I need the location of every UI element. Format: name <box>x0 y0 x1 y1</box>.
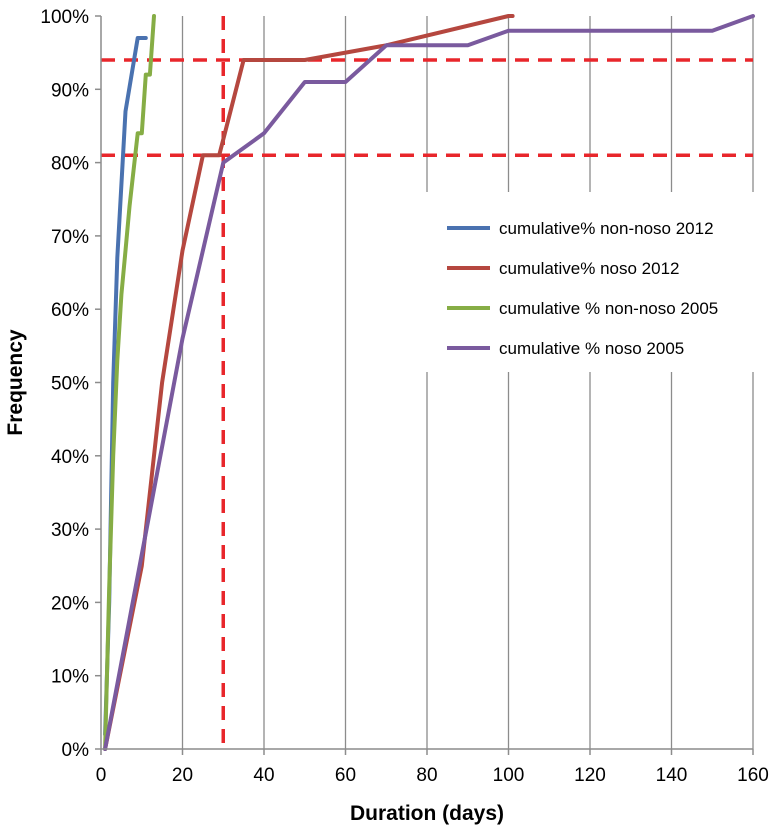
y-axis-title: Frequency <box>4 329 27 436</box>
y-tick-label-30: 30% <box>51 520 89 541</box>
series-line-1 <box>103 36 148 737</box>
y-tick-label-10: 10% <box>51 667 89 688</box>
legend-label-1: cumulative% non-noso 2012 <box>499 219 714 238</box>
x-tick-label-20: 20 <box>172 765 193 786</box>
y-tick-label-90: 90% <box>51 80 89 101</box>
y-tick-label-60: 60% <box>51 300 89 321</box>
series-line-4 <box>103 14 755 751</box>
legend-label-4: cumulative % noso 2005 <box>499 339 684 358</box>
legend-background <box>422 192 774 372</box>
x-tick-label-60: 60 <box>335 765 356 786</box>
x-tick-label-120: 120 <box>574 765 606 786</box>
gridlines <box>181 16 754 749</box>
series-line-2 <box>103 14 515 751</box>
y-tick-label-40: 40% <box>51 447 89 468</box>
legend-label-3: cumulative % non-noso 2005 <box>499 299 718 318</box>
series-line-3 <box>103 14 156 751</box>
legend-label-2: cumulative% noso 2012 <box>499 259 680 278</box>
x-tick-label-140: 140 <box>656 765 688 786</box>
axes: 0% 10% 20% 30% 40% 50% 60% 70% 80% 90% 100% 0 20 40 60… <box>40 7 768 786</box>
x-tick-label-0: 0 <box>96 765 107 786</box>
x-tick-label-80: 80 <box>416 765 437 786</box>
y-tick-label-100: 100% <box>40 7 89 28</box>
y-tick-label-50: 50% <box>51 374 89 395</box>
y-tick-label-80: 80% <box>51 154 89 175</box>
x-tick-label-40: 40 <box>253 765 274 786</box>
y-tick-label-0: 0% <box>62 740 90 761</box>
y-tick-label-20: 20% <box>51 593 89 614</box>
x-tick-label-100: 100 <box>493 765 525 786</box>
x-tick-label-160: 160 <box>737 765 769 786</box>
series-lines <box>103 14 755 751</box>
x-axis-title: Duration (days) <box>350 802 504 825</box>
legend: cumulative% non-noso 2012 cumulative% nos… <box>422 192 774 372</box>
y-tick-label-70: 70% <box>51 227 89 248</box>
